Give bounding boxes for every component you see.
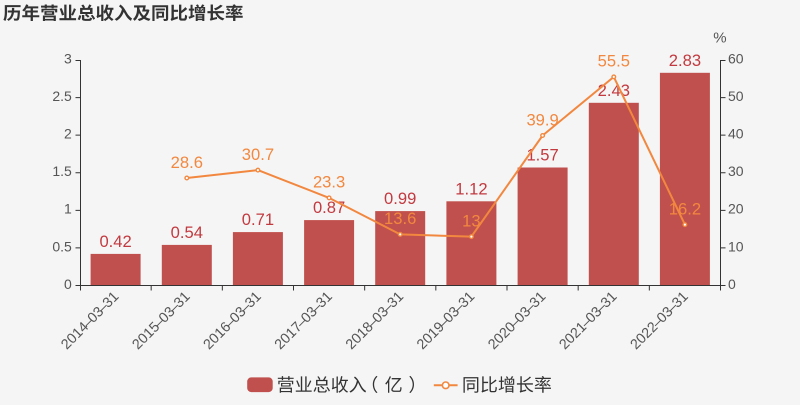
svg-text:0: 0	[64, 276, 72, 292]
svg-text:13: 13	[462, 211, 480, 230]
svg-text:0.99: 0.99	[384, 189, 416, 208]
svg-text:55.5: 55.5	[598, 52, 630, 71]
svg-text:60: 60	[728, 50, 744, 66]
svg-text:0.5: 0.5	[52, 238, 72, 254]
svg-text:1.5: 1.5	[52, 163, 72, 179]
svg-text:3: 3	[64, 50, 72, 66]
svg-text:0.71: 0.71	[242, 210, 274, 229]
svg-text:20: 20	[728, 201, 744, 217]
svg-text:1.12: 1.12	[455, 179, 487, 198]
svg-text:2.43: 2.43	[598, 81, 630, 100]
svg-text:2: 2	[64, 126, 72, 142]
svg-text:0.87: 0.87	[313, 198, 345, 217]
svg-text:39.9: 39.9	[526, 110, 558, 129]
svg-text:30.7: 30.7	[242, 145, 274, 164]
svg-text:40: 40	[728, 126, 744, 142]
svg-text:28.6: 28.6	[171, 153, 203, 172]
svg-text:0: 0	[728, 276, 736, 292]
svg-text:0.42: 0.42	[99, 232, 131, 251]
svg-text:10: 10	[728, 238, 744, 254]
svg-text:23.3: 23.3	[313, 173, 345, 192]
svg-text:2.5: 2.5	[52, 88, 72, 104]
svg-text:1.57: 1.57	[526, 146, 558, 165]
svg-text:%: %	[713, 29, 726, 46]
svg-text:50: 50	[728, 88, 744, 104]
svg-text:16.2: 16.2	[669, 199, 701, 218]
svg-text:0.54: 0.54	[171, 223, 203, 242]
svg-text:2.83: 2.83	[669, 51, 701, 70]
svg-text:30: 30	[728, 163, 744, 179]
svg-text:13.6: 13.6	[384, 209, 416, 228]
svg-text:1: 1	[64, 201, 72, 217]
